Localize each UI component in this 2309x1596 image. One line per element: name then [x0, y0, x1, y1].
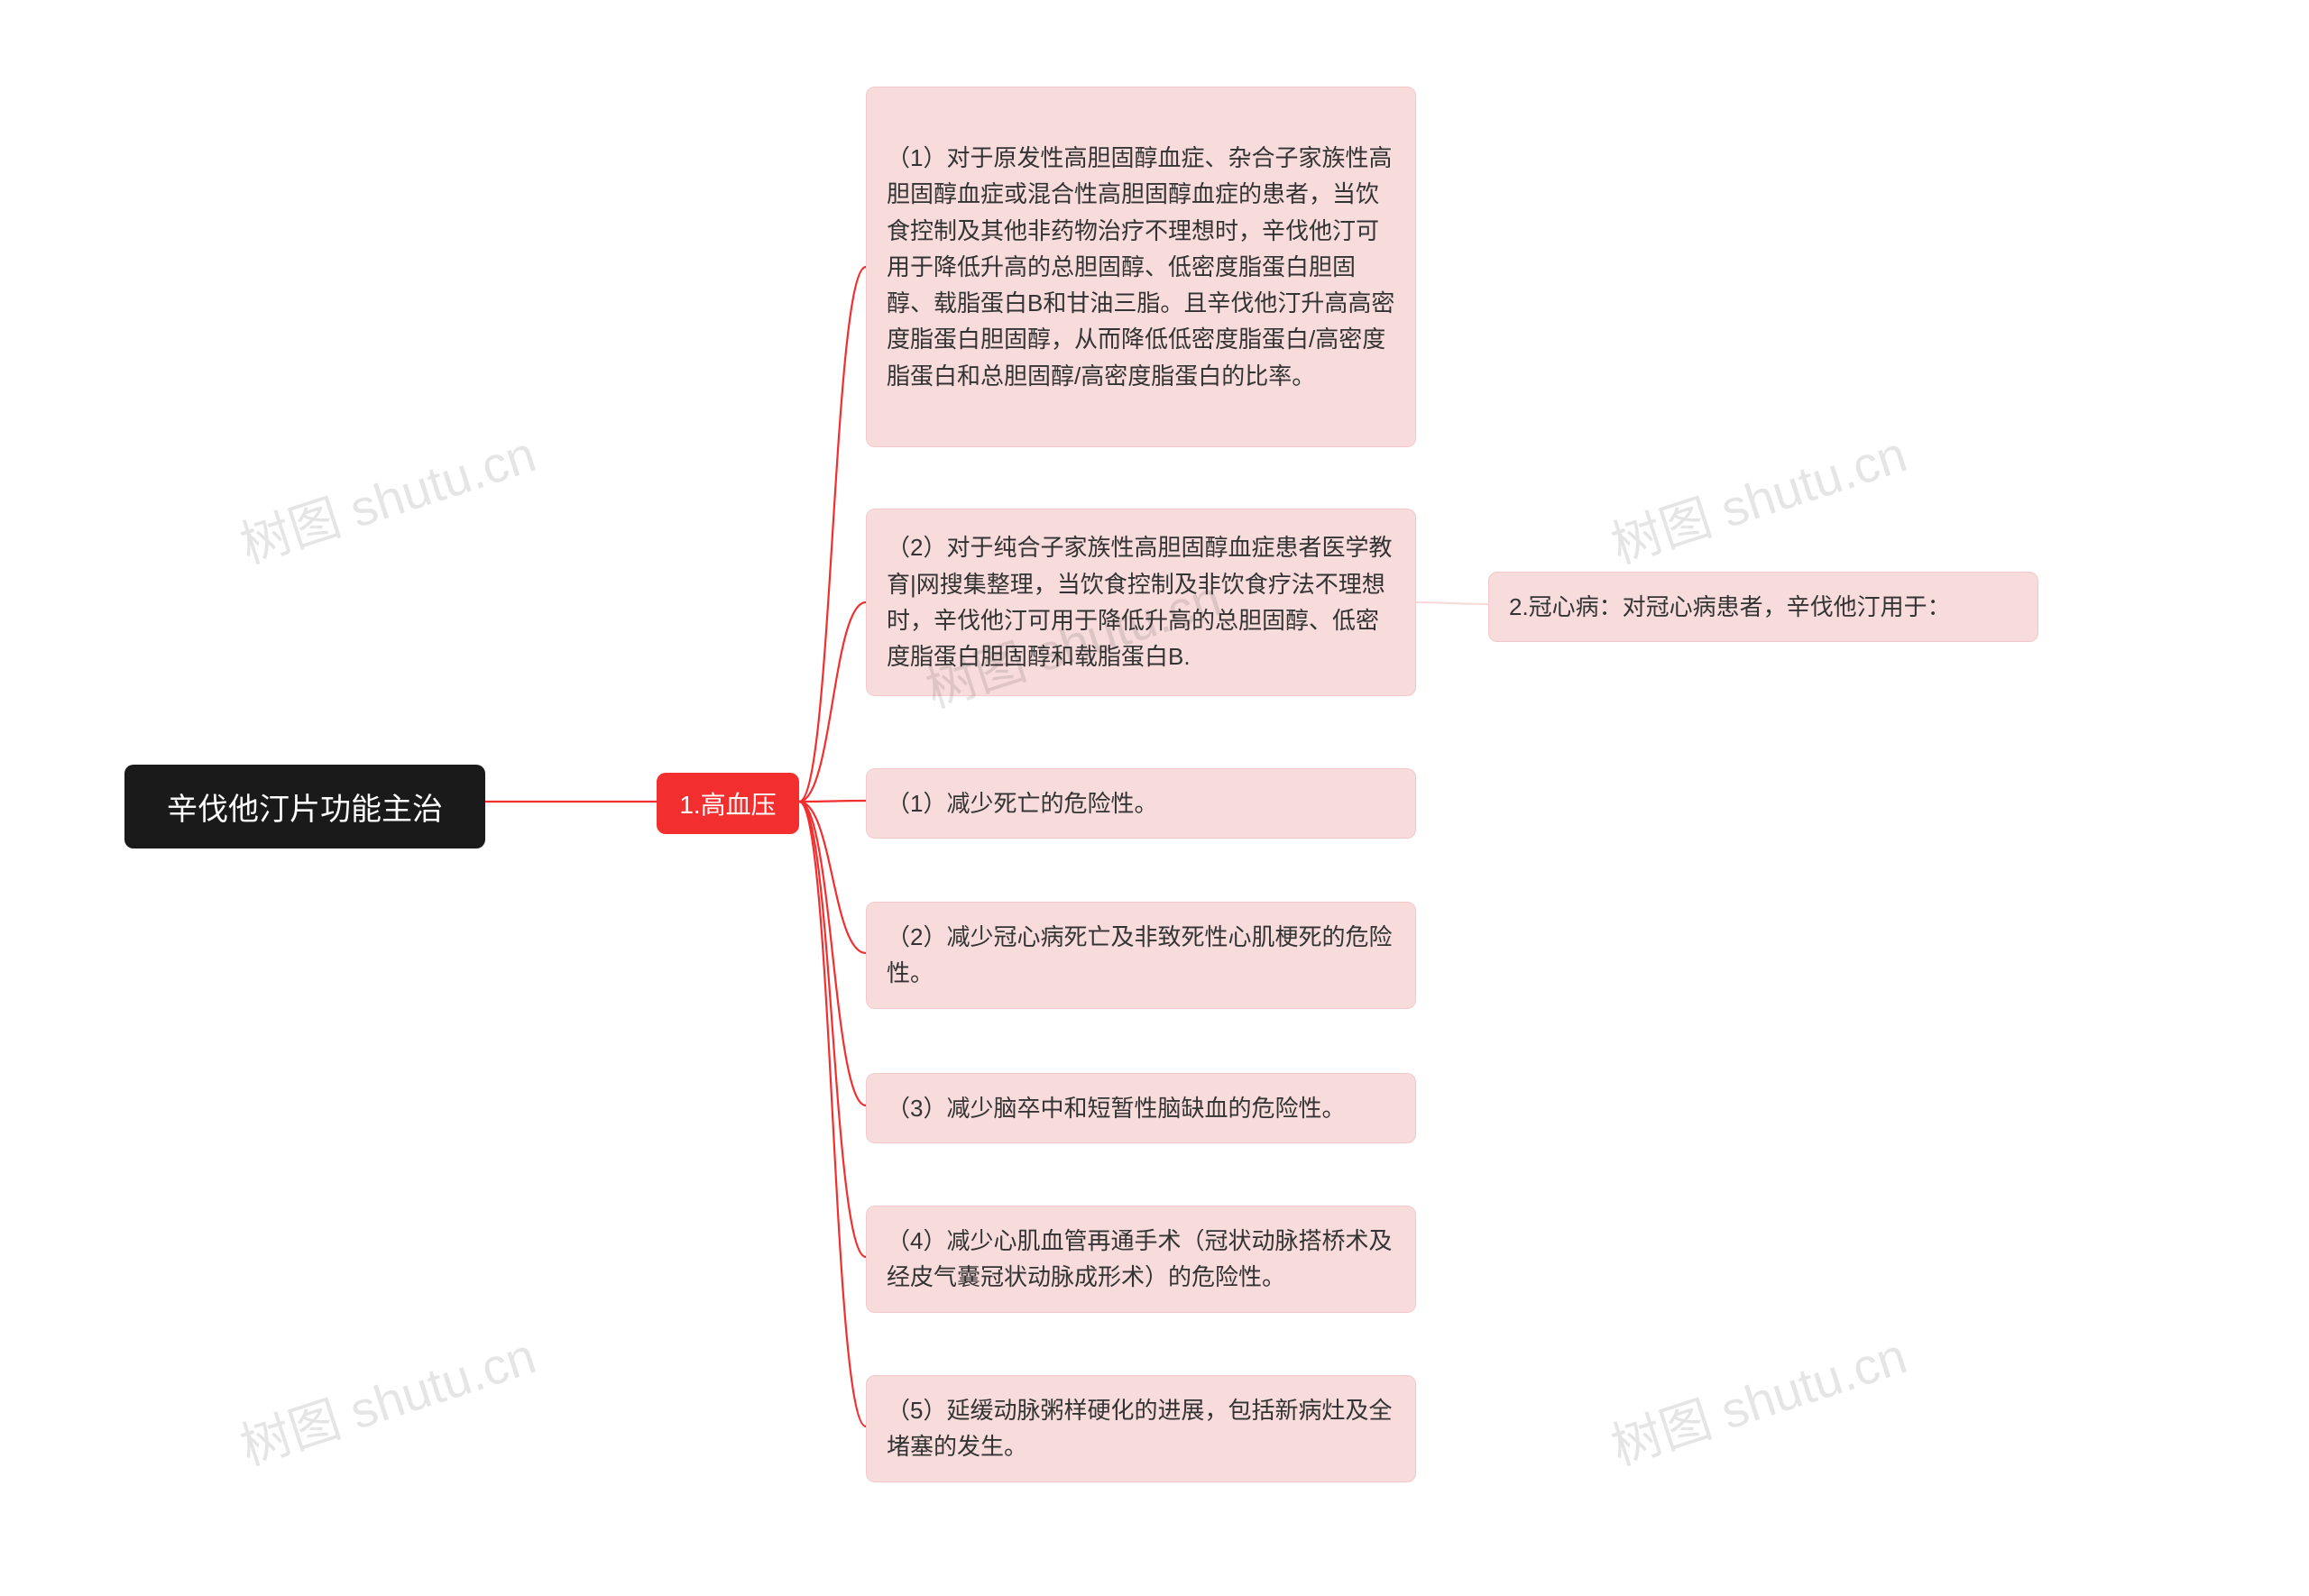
leaf-text: （3）减少脑卒中和短暂性脑缺血的危险性。 — [887, 1090, 1395, 1126]
leaf-text: （4）减少心肌血管再通手术（冠状动脉搭桥术及经皮气囊冠状动脉成形术）的危险性。 — [887, 1223, 1395, 1296]
leaf-node[interactable]: （4）减少心肌血管再通手术（冠状动脉搭桥术及经皮气囊冠状动脉成形术）的危险性。 — [866, 1206, 1416, 1313]
leaf-text: （1）对于原发性高胆固醇血症、杂合子家族性高胆固醇血症或混合性高胆固醇血症的患者… — [887, 140, 1395, 394]
leaf-text: （1）减少死亡的危险性。 — [887, 785, 1395, 821]
branch-node-hypertension[interactable]: 1.高血压 — [657, 773, 799, 834]
leaf-node[interactable]: （2）对于纯合子家族性高胆固醇血症患者医学教育|网搜集整理，当饮食控制及非饮食疗… — [866, 509, 1416, 696]
mindmap-canvas: 辛伐他汀片功能主治 1.高血压 （1）对于原发性高胆固醇血症、杂合子家族性高胆固… — [0, 0, 2309, 1596]
leaf-node-chd[interactable]: 2.冠心病：对冠心病患者，辛伐他汀用于： — [1488, 572, 2038, 642]
leaf-text: （2）对于纯合子家族性高胆固醇血症患者医学教育|网搜集整理，当饮食控制及非饮食疗… — [887, 529, 1395, 674]
leaf-node[interactable]: （5）延缓动脉粥样硬化的进展，包括新病灶及全堵塞的发生。 — [866, 1375, 1416, 1482]
leaf-node[interactable]: （1）对于原发性高胆固醇血症、杂合子家族性高胆固醇血症或混合性高胆固醇血症的患者… — [866, 87, 1416, 447]
branch-label: 1.高血压 — [679, 785, 776, 821]
watermark: 树图 shutu.cn — [1601, 414, 1915, 578]
watermark: 树图 shutu.cn — [1601, 1316, 1915, 1480]
root-label: 辛伐他汀片功能主治 — [167, 784, 443, 829]
leaf-text: （5）延缓动脉粥样硬化的进展，包括新病灶及全堵塞的发生。 — [887, 1392, 1395, 1465]
root-node[interactable]: 辛伐他汀片功能主治 — [124, 765, 485, 848]
leaf-text: 2.冠心病：对冠心病患者，辛伐他汀用于： — [1509, 589, 2018, 625]
leaf-node[interactable]: （2）减少冠心病死亡及非致死性心肌梗死的危险性。 — [866, 902, 1416, 1009]
leaf-node[interactable]: （1）减少死亡的危险性。 — [866, 768, 1416, 839]
leaf-node[interactable]: （3）减少脑卒中和短暂性脑缺血的危险性。 — [866, 1073, 1416, 1143]
watermark: 树图 shutu.cn — [230, 414, 544, 578]
leaf-text: （2）减少冠心病死亡及非致死性心肌梗死的危险性。 — [887, 919, 1395, 992]
watermark: 树图 shutu.cn — [230, 1316, 544, 1480]
